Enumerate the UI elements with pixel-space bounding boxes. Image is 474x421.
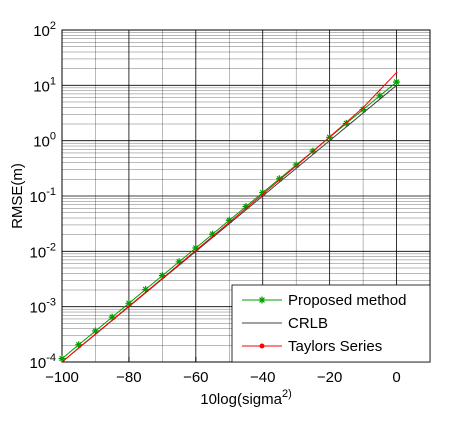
x-tick-label: −20 — [317, 369, 342, 386]
marker — [295, 165, 297, 167]
marker — [275, 175, 283, 183]
legend-label: Proposed method — [288, 292, 406, 309]
marker — [161, 277, 164, 280]
y-tick-label: 102 — [33, 20, 56, 40]
marker — [393, 78, 401, 86]
marker — [278, 179, 281, 181]
marker — [245, 207, 247, 210]
marker — [94, 333, 97, 335]
x-tick-label: −60 — [183, 369, 208, 386]
legend-marker — [259, 343, 265, 349]
x-tick-label: −100 — [45, 369, 79, 386]
marker — [178, 263, 180, 266]
marker — [175, 258, 183, 266]
x-tick-label: 0 — [392, 369, 400, 386]
marker — [228, 221, 231, 224]
y-axis-label: RMSE(m) — [9, 163, 26, 229]
marker — [75, 341, 83, 349]
marker — [91, 327, 99, 335]
marker — [258, 296, 266, 304]
marker — [379, 89, 381, 91]
x-axis-label: 10log(sigma2) — [200, 388, 292, 408]
y-tick-label: 101 — [33, 75, 56, 95]
marker — [259, 189, 267, 197]
marker — [312, 150, 314, 153]
marker — [77, 347, 80, 349]
marker — [61, 361, 63, 363]
legend: Proposed method CRLB Taylors Series — [231, 284, 431, 363]
legend-label: Taylors Series — [288, 338, 382, 355]
legend-label: CRLB — [288, 315, 328, 332]
y-tick-label: 10-2 — [30, 241, 56, 261]
marker — [111, 319, 113, 321]
marker — [108, 313, 116, 321]
marker — [195, 249, 197, 252]
marker — [125, 299, 133, 307]
marker — [142, 285, 150, 293]
marker — [345, 121, 348, 124]
marker — [362, 106, 364, 109]
marker — [292, 161, 300, 169]
x-tick-label: −80 — [116, 369, 141, 386]
marker — [261, 193, 264, 195]
marker — [209, 230, 217, 238]
marker — [192, 244, 200, 252]
marker — [211, 235, 214, 238]
marker — [395, 71, 398, 74]
marker — [342, 119, 350, 127]
y-tick-label: 100 — [33, 131, 56, 151]
marker — [376, 92, 384, 100]
marker — [328, 136, 331, 138]
x-tick-label: −40 — [250, 369, 275, 386]
marker — [144, 291, 147, 294]
marker — [158, 272, 166, 280]
y-tick-label: 10-3 — [30, 297, 56, 317]
marker — [225, 216, 233, 224]
marker — [359, 106, 367, 114]
y-tick-label: 10-1 — [30, 186, 56, 206]
marker — [58, 355, 66, 363]
marker — [242, 202, 250, 210]
y-tick-label: 10-4 — [30, 352, 56, 372]
marker — [128, 305, 130, 307]
